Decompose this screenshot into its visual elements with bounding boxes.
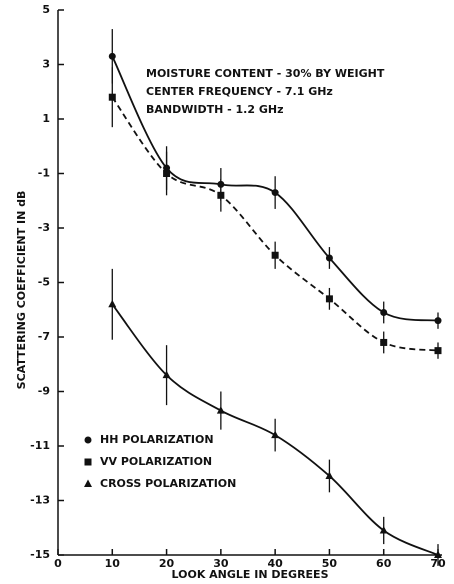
legend-label: CROSS POLARIZATION xyxy=(100,477,236,490)
point xyxy=(163,170,171,177)
point xyxy=(84,458,92,466)
point xyxy=(434,347,442,355)
point xyxy=(325,254,333,262)
y-tick-label: 1 xyxy=(42,112,50,125)
series-line xyxy=(111,96,439,352)
y-tick-label: -3 xyxy=(38,221,50,234)
point xyxy=(108,93,116,101)
x-tick-label: 10 xyxy=(105,557,121,570)
legend-label: HH POLARIZATION xyxy=(100,433,214,446)
x-tick-label: 50 xyxy=(322,557,338,570)
y-tick-label: -1 xyxy=(38,167,50,180)
point xyxy=(108,299,117,308)
annotation: BANDWIDTH - 1.2 GHz xyxy=(146,103,283,116)
point xyxy=(84,479,92,487)
point xyxy=(108,52,116,60)
point xyxy=(217,191,225,199)
y-tick-label: 5 xyxy=(42,3,50,16)
legend-label: VV POLARIZATION xyxy=(100,455,212,468)
x-tick-label: 0 xyxy=(54,557,62,570)
point xyxy=(271,430,280,439)
y-tick-label: -7 xyxy=(38,330,50,343)
y-tick-label: -11 xyxy=(30,439,50,452)
point xyxy=(380,338,388,346)
x-tick-label: 30 xyxy=(213,557,229,570)
annotation: CENTER FREQUENCY - 7.1 GHz xyxy=(146,85,333,98)
x-tick-label: 40 xyxy=(267,557,283,570)
point xyxy=(271,189,279,197)
annotation: MOISTURE CONTENT - 30% BY WEIGHT xyxy=(146,67,385,80)
point xyxy=(380,308,388,316)
point xyxy=(271,251,279,259)
point xyxy=(379,525,388,534)
point xyxy=(434,550,442,558)
y-tick-label: -13 xyxy=(30,494,50,507)
y-axis-label: SCATTERING COEFFICIENT IN dB xyxy=(15,191,28,390)
x-tick-label: 60 xyxy=(376,557,392,570)
y-tick-label: -15 xyxy=(30,548,50,561)
point xyxy=(325,295,333,303)
y-tick-label: -5 xyxy=(38,276,50,289)
y-tick-label: -9 xyxy=(38,385,50,398)
y-tick-label: 3 xyxy=(42,58,50,71)
point xyxy=(325,471,334,479)
point xyxy=(434,317,442,325)
x-tick-label: 20 xyxy=(159,557,175,570)
point xyxy=(216,406,225,414)
point xyxy=(162,370,171,379)
x-axis-label: LOOK ANGLE IN DEGREES xyxy=(172,568,329,580)
point xyxy=(84,436,92,444)
